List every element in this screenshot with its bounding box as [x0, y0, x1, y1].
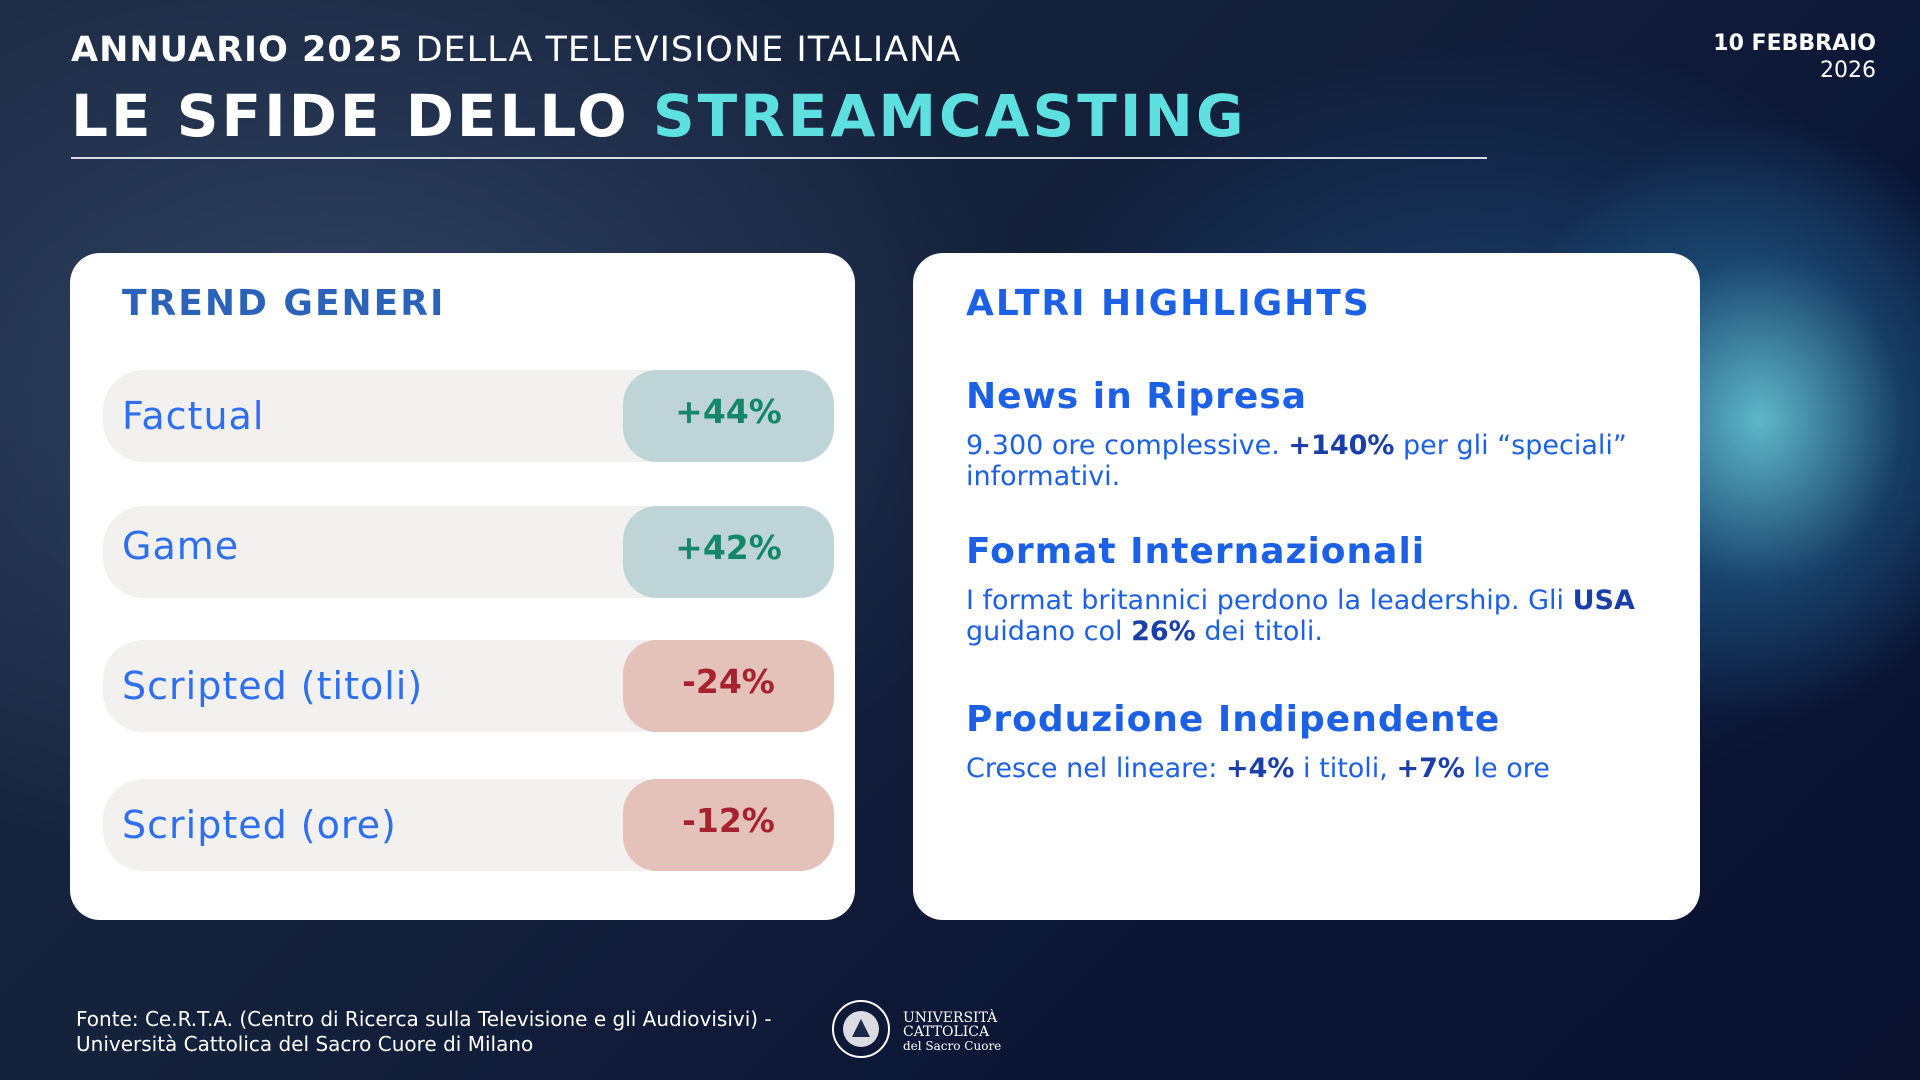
row-value: -12%	[623, 779, 834, 871]
highlight-heading: Format Internazionali	[966, 531, 1426, 572]
text-strong: +7%	[1396, 753, 1465, 784]
date-year: 2026	[1820, 58, 1876, 83]
headline: LE SFIDE DELLO STREAMCASTING	[71, 82, 1247, 150]
source: Fonte: Ce.R.T.A. (Centro di Ricerca sull…	[76, 1007, 772, 1057]
headline-accent: STREAMCASTING	[652, 82, 1247, 150]
title-bold: ANNUARIO 2025	[71, 30, 404, 70]
row-value: -24%	[623, 640, 834, 732]
trend-card: TREND GENERI Factual +44% Game +42% Script…	[70, 253, 855, 920]
logo-line: CATTOLICA	[903, 1024, 990, 1040]
text: per gli “speciali” informativi.	[966, 430, 1627, 492]
card-title: ALTRI HIGHLIGHTS	[966, 283, 1371, 324]
row-label: Game	[122, 524, 240, 568]
highlight-text: I format britannici perdono la leadershi…	[966, 585, 1656, 647]
row-label: Scripted (ore)	[122, 803, 397, 847]
row-value: +42%	[623, 506, 834, 598]
text: dei titoli.	[1195, 616, 1323, 647]
text: le ore	[1464, 753, 1550, 784]
trend-row: Scripted (ore) -12%	[103, 779, 834, 871]
date-day: 10 FEBBRAIO	[1713, 31, 1876, 56]
trend-row: Factual +44%	[103, 370, 834, 462]
text: guidano col	[966, 616, 1132, 647]
text: Cresce nel lineare:	[966, 753, 1226, 784]
headline-text: LE SFIDE DELLO	[71, 82, 630, 150]
divider	[71, 157, 1487, 159]
text-strong: 26%	[1131, 616, 1196, 647]
trend-row: Scripted (titoli) -24%	[103, 640, 834, 732]
date: 10 FEBBRAIO 2026	[1713, 30, 1876, 84]
highlight-heading: Produzione Indipendente	[966, 699, 1501, 740]
title: ANNUARIO 2025 DELLA TELEVISIONE ITALIANA	[71, 30, 961, 70]
text-strong: USA	[1572, 585, 1635, 616]
row-label: Scripted (titoli)	[122, 664, 424, 708]
text-strong: +140%	[1288, 430, 1395, 461]
title-rest: DELLA TELEVISIONE ITALIANA	[415, 30, 962, 70]
row-label: Factual	[122, 394, 265, 438]
highlights-card: ALTRI HIGHLIGHTS News in Ripresa 9.300 o…	[913, 253, 1700, 920]
text: I format britannici perdono la leadershi…	[966, 585, 1573, 616]
highlight-heading: News in Ripresa	[966, 376, 1307, 417]
source-line: Fonte: Ce.R.T.A. (Centro di Ricerca sull…	[76, 1007, 772, 1031]
trend-row: Game +42%	[103, 506, 834, 598]
highlight-text: 9.300 ore complessive. +140% per gli “sp…	[966, 430, 1656, 492]
card-title: TREND GENERI	[122, 283, 446, 324]
source-line: Università Cattolica del Sacro Cuore di …	[76, 1032, 534, 1056]
row-value: +44%	[623, 370, 834, 462]
logo-line: UNIVERSITÀ	[903, 1010, 998, 1026]
text: i titoli,	[1294, 753, 1397, 784]
text: 9.300 ore complessive.	[966, 430, 1289, 461]
text-strong: +4%	[1225, 753, 1295, 784]
highlight-text: Cresce nel lineare: +4% i titoli, +7% le…	[966, 753, 1656, 784]
logo-line: del Sacro Cuore	[903, 1039, 1002, 1053]
logo-seal	[832, 1000, 890, 1058]
logo-text: UNIVERSITÀ CATTOLICA del Sacro Cuore	[903, 1011, 1001, 1053]
